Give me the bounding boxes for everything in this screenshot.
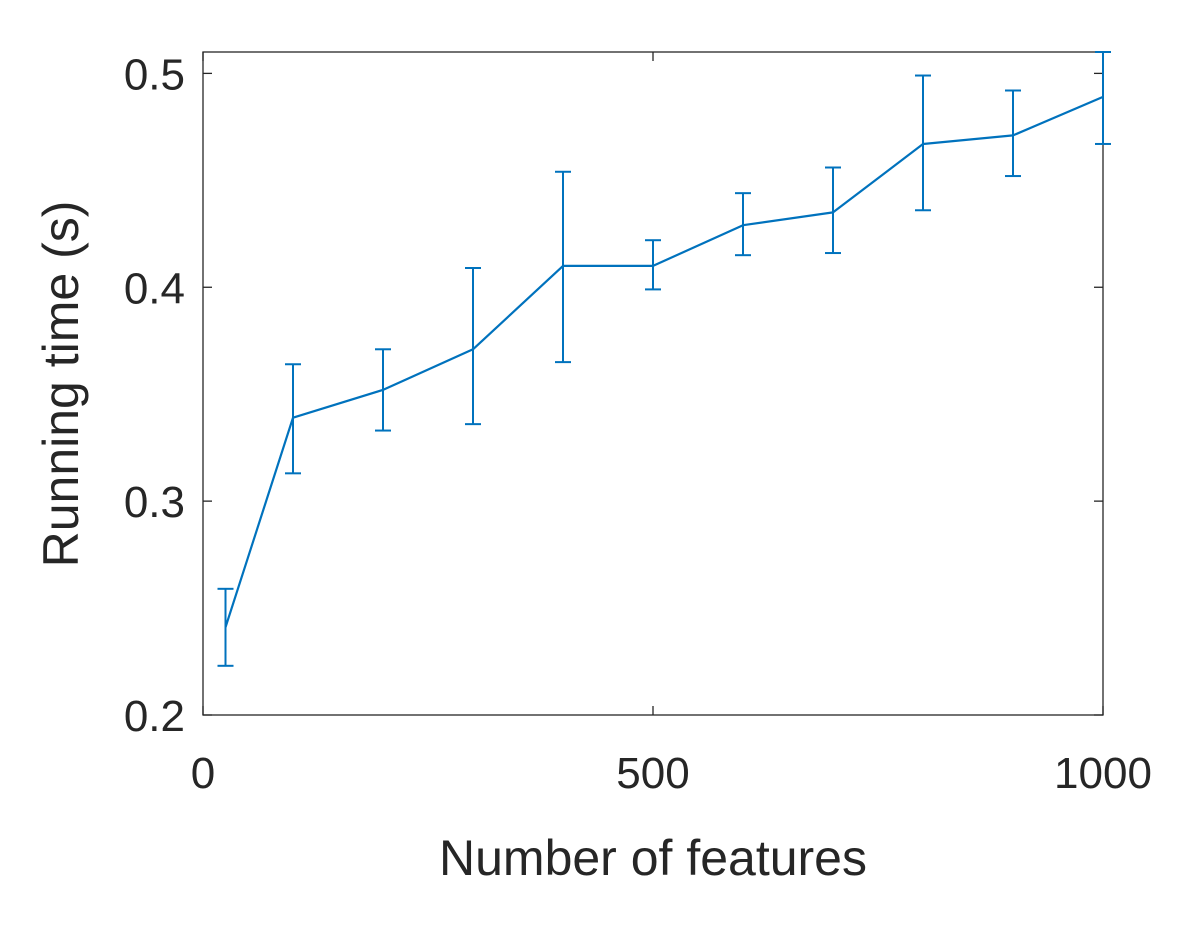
y-tick-label: 0.3 [124, 478, 185, 527]
error-bar [645, 239, 661, 291]
axes [202, 51, 1104, 716]
y-axis-title: Running time (s) [33, 201, 89, 568]
x-tick-label: 1000 [1054, 749, 1152, 798]
error-bar [555, 170, 571, 364]
error-bar [1095, 51, 1111, 145]
error-bar [735, 192, 751, 257]
y-tick-label: 0.4 [124, 264, 185, 313]
error-bar [915, 74, 931, 212]
y-tick-labels: 0.2 0.3 0.4 0.5 [124, 50, 185, 741]
y-tick-label: 0.2 [124, 692, 185, 741]
y-tick-label: 0.5 [124, 50, 185, 99]
error-bar [285, 363, 301, 475]
x-tick-labels: 0 500 1000 [191, 749, 1152, 798]
x-axis-title: Number of features [439, 830, 867, 886]
series-line [224, 95, 1104, 628]
x-tick-label: 500 [616, 749, 689, 798]
error-bar [1005, 89, 1021, 178]
error-bar [825, 166, 841, 255]
error-bar [465, 267, 481, 426]
x-tick-label: 0 [191, 749, 215, 798]
series-layer [217, 51, 1111, 667]
plot-box [202, 51, 1104, 716]
